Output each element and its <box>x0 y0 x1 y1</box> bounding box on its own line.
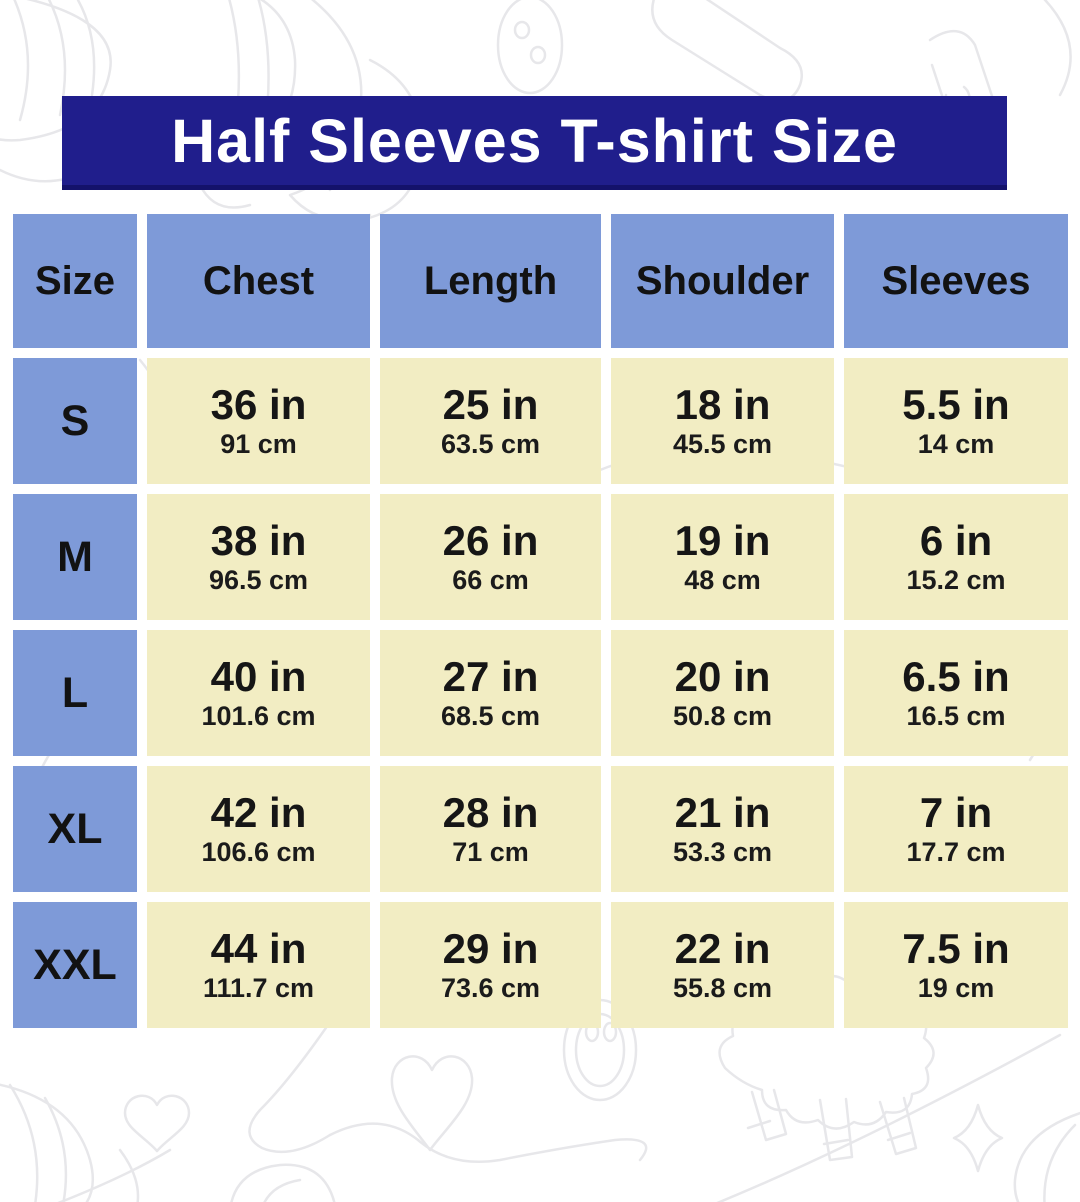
yarn-ball-icon <box>0 1083 140 1202</box>
cell-s-chest: 36 in 91 cm <box>147 358 370 484</box>
cell-m-length: 26 in 66 cm <box>380 494 601 620</box>
value-cm: 19 cm <box>917 973 995 1004</box>
value-inches: 18 in <box>674 381 771 429</box>
cell-s-shoulder: 18 in 45.5 cm <box>611 358 834 484</box>
value-cm: 63.5 cm <box>440 429 541 460</box>
cell-l-length: 27 in 68.5 cm <box>380 630 601 756</box>
cell-xl-length: 28 in 71 cm <box>380 766 601 892</box>
cell-l-shoulder: 20 in 50.8 cm <box>611 630 834 756</box>
title-banner: Half Sleeves T-shirt Size <box>62 96 1007 190</box>
value-inches: 21 in <box>674 789 771 837</box>
heart-icon <box>123 1094 191 1153</box>
cell-xl-shoulder: 21 in 53.3 cm <box>611 766 834 892</box>
value-cm: 68.5 cm <box>440 701 541 732</box>
value-cm: 53.3 cm <box>672 837 773 868</box>
value-inches: 7.5 in <box>902 925 1010 973</box>
column-header-chest: Chest <box>147 214 370 348</box>
value-inches: 36 in <box>210 381 307 429</box>
value-inches: 27 in <box>442 653 539 701</box>
value-cm: 71 cm <box>452 837 529 868</box>
value-inches: 28 in <box>442 789 539 837</box>
row-label-xl: XL <box>13 766 137 892</box>
value-cm: 91 cm <box>220 429 297 460</box>
value-inches: 29 in <box>442 925 539 973</box>
value-inches: 22 in <box>674 925 771 973</box>
cell-l-chest: 40 in 101.6 cm <box>147 630 370 756</box>
column-header-sleeves: Sleeves <box>844 214 1068 348</box>
value-inches: 26 in <box>442 517 539 565</box>
cell-m-chest: 38 in 96.5 cm <box>147 494 370 620</box>
bottom-curve <box>716 1033 1062 1202</box>
thread-heart-icon <box>248 1020 648 1164</box>
cell-s-length: 25 in 63.5 cm <box>380 358 601 484</box>
value-cm: 17.7 cm <box>906 837 1006 868</box>
sparkle-icon <box>952 1103 1004 1173</box>
button-icon <box>496 0 564 95</box>
value-cm: 14 cm <box>917 429 995 460</box>
column-header-shoulder: Shoulder <box>611 214 834 348</box>
column-header-size: Size <box>13 214 137 348</box>
value-inches: 6 in <box>919 517 993 565</box>
value-cm: 66 cm <box>452 565 529 596</box>
cell-xxl-shoulder: 22 in 55.8 cm <box>611 902 834 1028</box>
cell-s-sleeves: 5.5 in 14 cm <box>844 358 1068 484</box>
row-label-s: S <box>13 358 137 484</box>
value-inches: 42 in <box>210 789 307 837</box>
value-inches: 6.5 in <box>902 653 1010 701</box>
value-inches: 20 in <box>674 653 771 701</box>
value-cm: 15.2 cm <box>906 565 1006 596</box>
value-cm: 50.8 cm <box>672 701 773 732</box>
value-inches: 40 in <box>210 653 307 701</box>
bottom-curve <box>57 1148 172 1202</box>
cell-xxl-chest: 44 in 111.7 cm <box>147 902 370 1028</box>
yarn-ball-icon <box>230 1163 336 1202</box>
cell-xl-chest: 42 in 106.6 cm <box>147 766 370 892</box>
cell-xxl-length: 29 in 73.6 cm <box>380 902 601 1028</box>
column-header-length: Length <box>380 214 601 348</box>
value-cm: 55.8 cm <box>672 973 773 1004</box>
value-cm: 111.7 cm <box>202 973 315 1004</box>
needle-icon <box>651 0 803 102</box>
value-inches: 38 in <box>210 517 307 565</box>
yarn-ball-icon <box>1013 1111 1080 1202</box>
value-inches: 44 in <box>210 925 307 973</box>
value-inches: 25 in <box>442 381 539 429</box>
row-label-xxl: XXL <box>13 902 137 1028</box>
cell-xl-sleeves: 7 in 17.7 cm <box>844 766 1068 892</box>
value-cm: 73.6 cm <box>440 973 541 1004</box>
corner-curve <box>1043 0 1072 97</box>
value-cm: 96.5 cm <box>208 565 309 596</box>
value-cm: 48 cm <box>684 565 761 596</box>
value-cm: 106.6 cm <box>201 837 316 868</box>
page-title: Half Sleeves T-shirt Size <box>171 106 898 175</box>
row-label-l: L <box>13 630 137 756</box>
size-table: Size Chest Length Shoulder Sleeves S 36 in 91 c… <box>13 214 1068 1028</box>
value-cm: 101.6 cm <box>201 701 316 732</box>
value-inches: 19 in <box>674 517 771 565</box>
value-cm: 16.5 cm <box>906 701 1006 732</box>
row-label-m: M <box>13 494 137 620</box>
cell-xxl-sleeves: 7.5 in 19 cm <box>844 902 1068 1028</box>
cell-m-shoulder: 19 in 48 cm <box>611 494 834 620</box>
value-cm: 45.5 cm <box>672 429 773 460</box>
value-inches: 5.5 in <box>902 381 1010 429</box>
value-inches: 7 in <box>919 789 993 837</box>
cell-l-sleeves: 6.5 in 16.5 cm <box>844 630 1068 756</box>
cell-m-sleeves: 6 in 15.2 cm <box>844 494 1068 620</box>
